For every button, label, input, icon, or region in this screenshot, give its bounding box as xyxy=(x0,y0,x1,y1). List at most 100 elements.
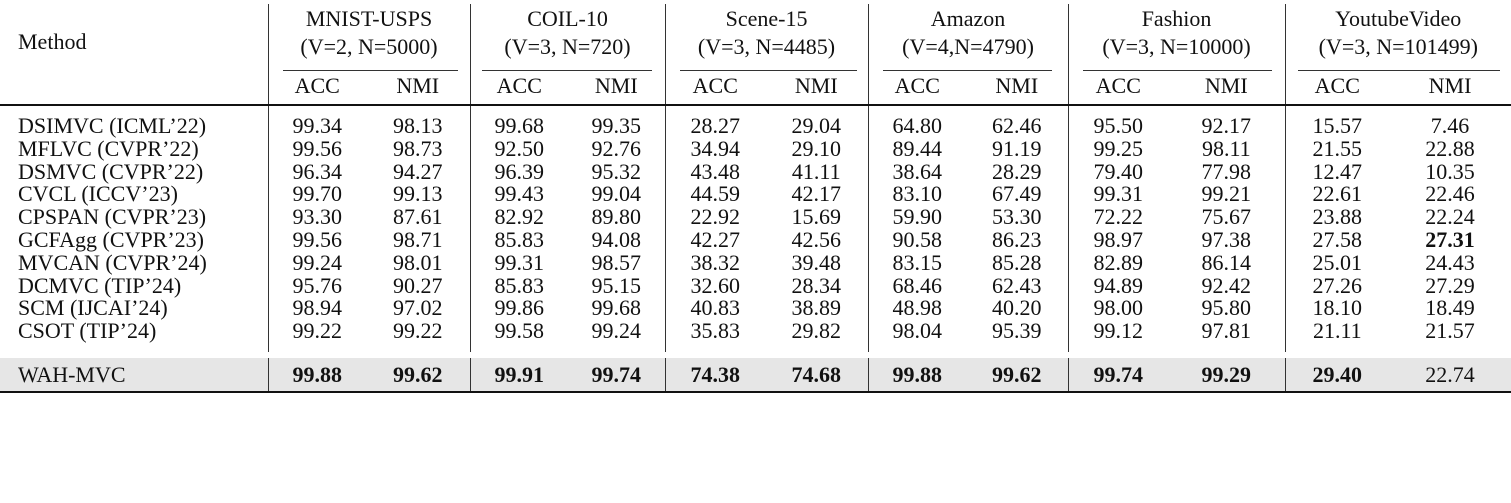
cell-value: 15.57 xyxy=(1284,105,1390,138)
cell-value: 99.35 xyxy=(568,105,665,138)
cell-value: 77.98 xyxy=(1168,160,1285,184)
cell-value: 95.39 xyxy=(966,319,1069,357)
dataset-name-amazon: Amazon xyxy=(867,4,1069,33)
cell-value: 99.21 xyxy=(1168,182,1285,206)
table-row: CPSPAN (CVPR’23) 93.30 87.61 82.92 89.80 22.9… xyxy=(0,204,1511,230)
cell-value: 44.59 xyxy=(664,182,766,207)
cell-value: 42.17 xyxy=(765,182,868,206)
cell-value: 98.01 xyxy=(366,249,470,275)
cell-value: 21.55 xyxy=(1284,137,1390,161)
value: 21.11 xyxy=(1312,318,1362,344)
cell-value: 34.94 xyxy=(664,135,766,161)
value: 34.94 xyxy=(690,135,741,161)
cell-value: 98.11 xyxy=(1168,135,1285,161)
value: 22.88 xyxy=(1425,135,1475,161)
cell-value: 29.40 xyxy=(1284,351,1390,393)
value: 22.46 xyxy=(1425,181,1475,207)
metric-header-acc: ACC xyxy=(267,68,366,106)
cell-value: 38.64 xyxy=(867,160,967,184)
value: 99.68 xyxy=(591,295,642,321)
cell-value: 75.67 xyxy=(1168,205,1285,229)
value: 68.46 xyxy=(892,272,943,298)
cmidrule xyxy=(283,70,458,71)
value: 92.42 xyxy=(1201,272,1252,298)
cell-value: 99.56 xyxy=(267,228,366,252)
cell-value: 29.82 xyxy=(765,318,869,357)
cell-value: 99.62 xyxy=(366,351,471,393)
cell-value: 90.58 xyxy=(867,226,967,252)
value: 23.88 xyxy=(1312,204,1363,230)
value: 99.22 xyxy=(292,318,343,344)
value: 98.00 xyxy=(1093,295,1144,321)
cell-value: 94.08 xyxy=(568,228,665,252)
method-header: Method xyxy=(18,29,87,54)
dataset-params-fashion: (V=3, N=10000) xyxy=(1067,33,1286,68)
value: 62.43 xyxy=(992,272,1042,298)
value: 27.26 xyxy=(1312,272,1363,298)
value: 90.27 xyxy=(393,272,443,298)
value: 99.25 xyxy=(1093,135,1144,161)
cell-value: 15.69 xyxy=(765,205,868,229)
dataset-params-youtubevideo: (V=3, N=101499) xyxy=(1284,33,1511,68)
value: 86.23 xyxy=(992,226,1042,252)
cell-value: 99.68 xyxy=(568,295,665,321)
value: 29.82 xyxy=(791,318,842,344)
cell-value: 43.48 xyxy=(664,160,766,184)
best-value: 99.62 xyxy=(992,361,1042,387)
value: 99.35 xyxy=(591,113,642,138)
value: 28.34 xyxy=(791,272,842,298)
value: 87.61 xyxy=(393,204,443,230)
cmidrule xyxy=(1083,70,1272,71)
value: 40.20 xyxy=(992,295,1042,321)
value: 95.15 xyxy=(591,272,642,298)
metric-header-nmi: NMI xyxy=(568,68,666,106)
method-name: DSIMVC (ICML’22) xyxy=(18,113,207,138)
method-name: DCMVC (TIP’24) xyxy=(18,272,182,298)
value: 24.43 xyxy=(1425,249,1475,275)
method-name: CVCL (ICCV’23) xyxy=(18,181,178,207)
cell-value: 98.97 xyxy=(1067,228,1169,252)
method-name: MVCAN (CVPR’24) xyxy=(18,249,207,275)
cell-value: 38.89 xyxy=(765,296,868,320)
value: 98.01 xyxy=(393,249,443,275)
value: 98.73 xyxy=(393,135,443,161)
cell-value: 99.24 xyxy=(568,319,666,357)
cell-value: 99.58 xyxy=(469,319,569,357)
cell-value: 95.32 xyxy=(568,160,665,184)
value: 18.49 xyxy=(1425,295,1475,321)
value: 98.11 xyxy=(1201,135,1251,161)
best-value: 99.91 xyxy=(494,361,545,387)
value: 89.44 xyxy=(892,135,943,161)
value: 95.76 xyxy=(292,272,343,298)
dataset-params-amazon: (V=4,N=4790) xyxy=(867,33,1069,68)
cell-value: 92.17 xyxy=(1168,105,1285,138)
value: 72.22 xyxy=(1093,204,1144,230)
cell-value: 99.29 xyxy=(1168,351,1286,393)
value: 98.57 xyxy=(591,249,642,275)
cell-value: 93.30 xyxy=(267,205,366,229)
cell-value: 12.47 xyxy=(1284,160,1390,184)
value: 90.58 xyxy=(892,226,943,252)
value: 96.34 xyxy=(292,158,343,184)
best-value: 99.88 xyxy=(292,361,343,387)
value: 79.40 xyxy=(1093,158,1144,184)
cell-value: 95.76 xyxy=(267,272,366,298)
cell-value: 53.30 xyxy=(966,205,1068,229)
table-row: CVCL (ICCV’23) 99.70 99.13 99.43 99.04 44.59 4… xyxy=(0,181,1511,207)
table-row: DCMVC (TIP’24) 95.76 90.27 85.83 95.15 32.60 2… xyxy=(0,272,1511,298)
cell-value: 99.70 xyxy=(267,182,366,207)
value: 98.04 xyxy=(892,318,943,344)
value: 32.60 xyxy=(690,272,741,298)
cell-value: 40.20 xyxy=(966,295,1068,321)
metric-header-acc: ACC xyxy=(867,68,967,106)
cell-value: 98.13 xyxy=(366,105,470,138)
cell-value: 90.27 xyxy=(366,272,470,298)
best-value: 99.62 xyxy=(393,361,443,387)
value: 82.89 xyxy=(1093,249,1144,275)
cell-value: 85.28 xyxy=(966,251,1068,275)
cell-value: 22.92 xyxy=(664,205,766,229)
cell-value: 21.11 xyxy=(1284,318,1390,357)
cell-value: 22.74 xyxy=(1389,351,1511,393)
cell-value: 82.89 xyxy=(1067,249,1169,275)
cell-value: 87.61 xyxy=(366,204,470,230)
